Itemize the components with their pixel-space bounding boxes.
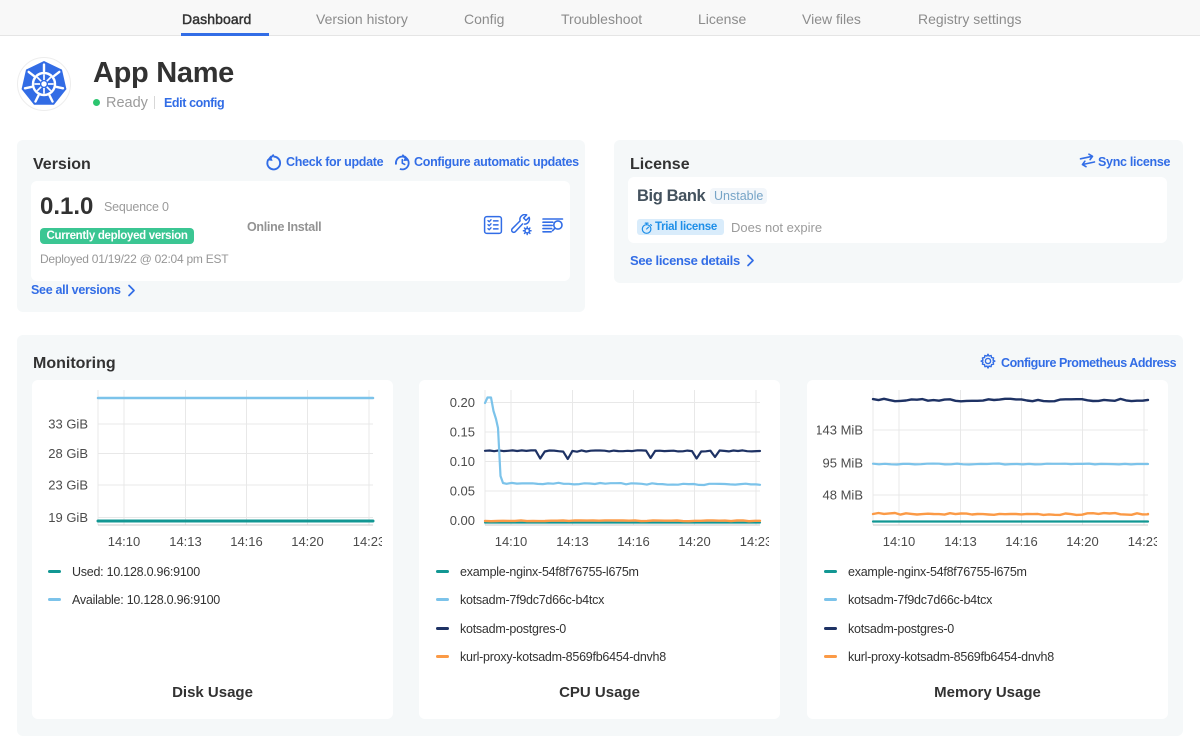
svg-text:23 GiB: 23 GiB — [48, 478, 88, 493]
svg-text:0.00: 0.00 — [450, 513, 475, 528]
svg-text:14:16: 14:16 — [230, 534, 263, 549]
svg-text:0.10: 0.10 — [450, 454, 475, 469]
svg-text:28 GiB: 28 GiB — [48, 446, 88, 461]
svg-text:14:23: 14:23 — [353, 534, 382, 549]
svg-text:0.15: 0.15 — [450, 425, 475, 440]
svg-text:95 MiB: 95 MiB — [823, 456, 863, 471]
svg-text:0.05: 0.05 — [450, 484, 475, 499]
svg-text:48 MiB: 48 MiB — [823, 488, 863, 503]
svg-text:143 MiB: 143 MiB — [817, 423, 863, 438]
svg-text:33 GiB: 33 GiB — [48, 417, 88, 432]
svg-text:14:20: 14:20 — [1066, 534, 1099, 549]
svg-text:0.20: 0.20 — [450, 395, 475, 410]
svg-text:14:10: 14:10 — [495, 534, 528, 549]
svg-text:19 GiB: 19 GiB — [48, 510, 88, 525]
svg-text:14:20: 14:20 — [678, 534, 711, 549]
svg-text:14:10: 14:10 — [883, 534, 916, 549]
svg-text:14:13: 14:13 — [944, 534, 977, 549]
svg-text:14:10: 14:10 — [108, 534, 141, 549]
svg-text:14:16: 14:16 — [1005, 534, 1038, 549]
svg-text:14:13: 14:13 — [169, 534, 202, 549]
svg-text:14:16: 14:16 — [617, 534, 650, 549]
svg-text:14:23: 14:23 — [1128, 534, 1157, 549]
svg-text:14:20: 14:20 — [291, 534, 324, 549]
svg-text:14:23: 14:23 — [740, 534, 769, 549]
svg-text:14:13: 14:13 — [556, 534, 589, 549]
